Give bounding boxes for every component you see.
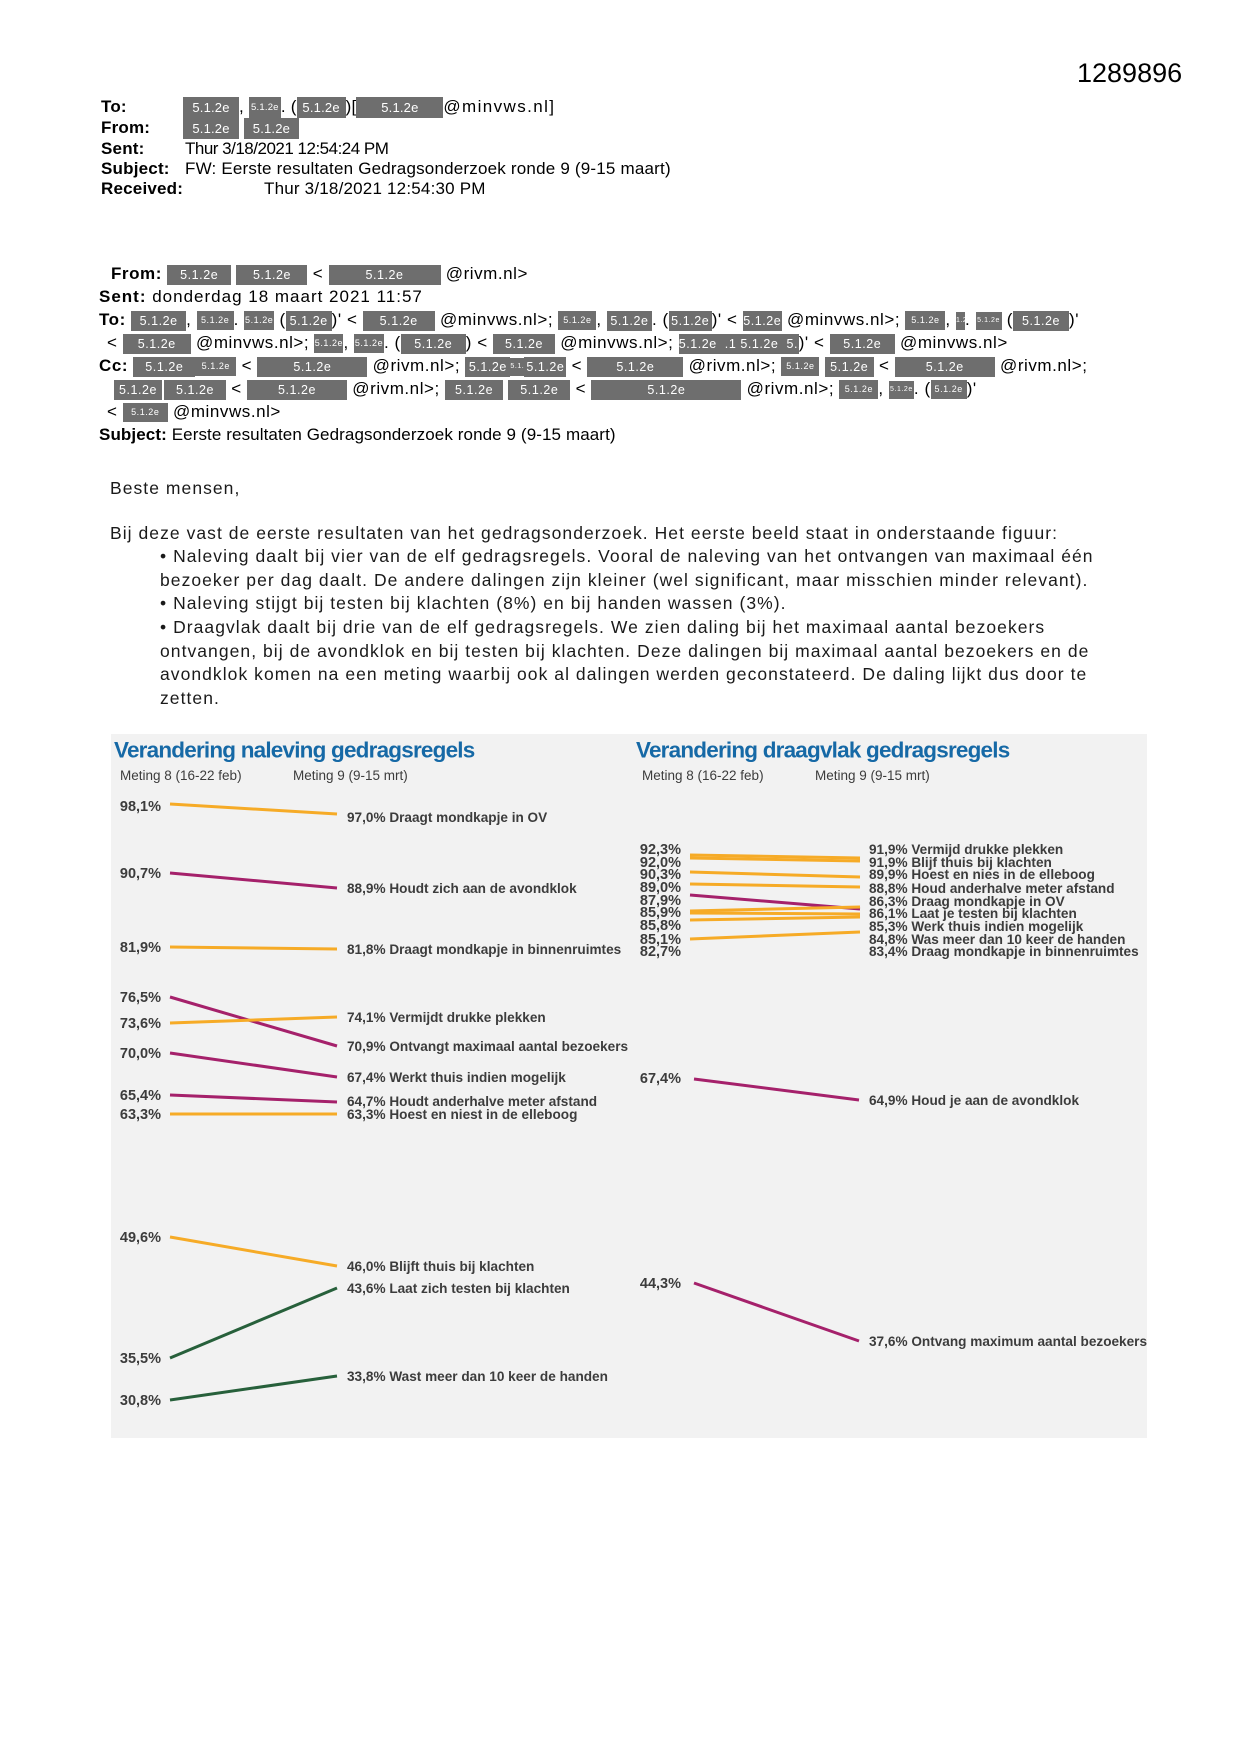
- svg-text:49,6%: 49,6%: [120, 1230, 161, 1246]
- svg-text:Meting 8 (16-22 feb): Meting 8 (16-22 feb): [642, 768, 764, 783]
- svg-text:86,1% Laat je testen bij klach: 86,1% Laat je testen bij klachten: [869, 906, 1077, 921]
- svg-text:37,6% Ontvang maximum aantal b: 37,6% Ontvang maximum aantal bezoekers: [869, 1334, 1147, 1349]
- svg-text:98,1%: 98,1%: [120, 799, 161, 815]
- svg-text:70,0%: 70,0%: [120, 1046, 161, 1062]
- svg-text:84,8% Was meer dan 10 keer de: 84,8% Was meer dan 10 keer de handen: [869, 932, 1125, 947]
- svg-text:88,9% Houdt zich aan de avondk: 88,9% Houdt zich aan de avondklok: [347, 881, 577, 896]
- svg-text:90,3%: 90,3%: [640, 867, 681, 883]
- svg-text:30,8%: 30,8%: [120, 1393, 161, 1409]
- svg-text:Verandering draagvlak gedragsr: Verandering draagvlak gedragsregels: [636, 738, 1010, 763]
- svg-text:73,6%: 73,6%: [120, 1016, 161, 1032]
- svg-text:89,0%: 89,0%: [640, 880, 681, 896]
- svg-text:82,7%: 82,7%: [640, 944, 681, 960]
- svg-text:43,6% Laat zich testen bij kla: 43,6% Laat zich testen bij klachten: [347, 1281, 570, 1296]
- svg-text:67,4%: 67,4%: [640, 1071, 681, 1087]
- svg-text:81,8% Draagt mondkapje in binn: 81,8% Draagt mondkapje in binnenruimtes: [347, 942, 621, 957]
- svg-text:85,8%: 85,8%: [640, 918, 681, 934]
- svg-text:89,9% Hoest en nies in de elle: 89,9% Hoest en nies in de elleboog: [869, 867, 1095, 882]
- svg-text:64,9% Houd je aan de avondklok: 64,9% Houd je aan de avondklok: [869, 1093, 1079, 1108]
- svg-text:92,0%: 92,0%: [640, 855, 681, 871]
- svg-text:33,8% Wast meer dan 10 keer de: 33,8% Wast meer dan 10 keer de handen: [347, 1369, 608, 1384]
- svg-text:70,9% Ontvangt maximaal aantal: 70,9% Ontvangt maximaal aantal bezoekers: [347, 1039, 628, 1054]
- svg-text:81,9%: 81,9%: [120, 940, 161, 956]
- svg-text:44,3%: 44,3%: [640, 1276, 681, 1292]
- svg-text:64,7% Houdt anderhalve meter a: 64,7% Houdt anderhalve meter afstand: [347, 1094, 597, 1109]
- svg-text:83,4% Draag mondkapje in binne: 83,4% Draag mondkapje in binnenruimtes: [869, 944, 1139, 959]
- svg-text:97,0% Draagt mondkapje in OV: 97,0% Draagt mondkapje in OV: [347, 810, 547, 825]
- svg-text:91,9% Blijf thuis bij klachten: 91,9% Blijf thuis bij klachten: [869, 855, 1052, 870]
- svg-text:Verandering naleving gedragsre: Verandering naleving gedragsregels: [114, 738, 475, 763]
- svg-text:86,3% Draag mondkapje in OV: 86,3% Draag mondkapje in OV: [869, 894, 1065, 909]
- svg-text:85,1%: 85,1%: [640, 932, 681, 948]
- svg-text:63,3%: 63,3%: [120, 1107, 161, 1123]
- svg-text:46,0% Blijft thuis bij klachte: 46,0% Blijft thuis bij klachten: [347, 1259, 534, 1274]
- svg-text:88,8% Houd anderhalve meter af: 88,8% Houd anderhalve meter afstand: [869, 881, 1115, 896]
- svg-text:65,4%: 65,4%: [120, 1088, 161, 1104]
- svg-text:Meting 9 (9-15 mrt): Meting 9 (9-15 mrt): [293, 768, 408, 783]
- svg-text:92,3%: 92,3%: [640, 842, 681, 858]
- svg-text:63,3% Hoest en niest in de ell: 63,3% Hoest en niest in de elleboog: [347, 1107, 577, 1122]
- svg-text:35,5%: 35,5%: [120, 1351, 161, 1367]
- svg-text:91,9% Vermijd drukke plekken: 91,9% Vermijd drukke plekken: [869, 842, 1063, 857]
- svg-text:Meting 8 (16-22 feb): Meting 8 (16-22 feb): [120, 768, 242, 783]
- svg-text:Meting 9 (9-15 mrt): Meting 9 (9-15 mrt): [815, 768, 930, 783]
- svg-text:90,7%: 90,7%: [120, 866, 161, 882]
- svg-text:67,4% Werkt thuis indien mogel: 67,4% Werkt thuis indien mogelijk: [347, 1070, 566, 1085]
- svg-text:87,9%: 87,9%: [640, 893, 681, 909]
- svg-text:85,9%: 85,9%: [640, 905, 681, 921]
- svg-text:85,3% Werk thuis indien mogeli: 85,3% Werk thuis indien mogelijk: [869, 919, 1084, 934]
- svg-text:74,1% Vermijdt drukke plekken: 74,1% Vermijdt drukke plekken: [347, 1010, 546, 1025]
- svg-text:76,5%: 76,5%: [120, 990, 161, 1006]
